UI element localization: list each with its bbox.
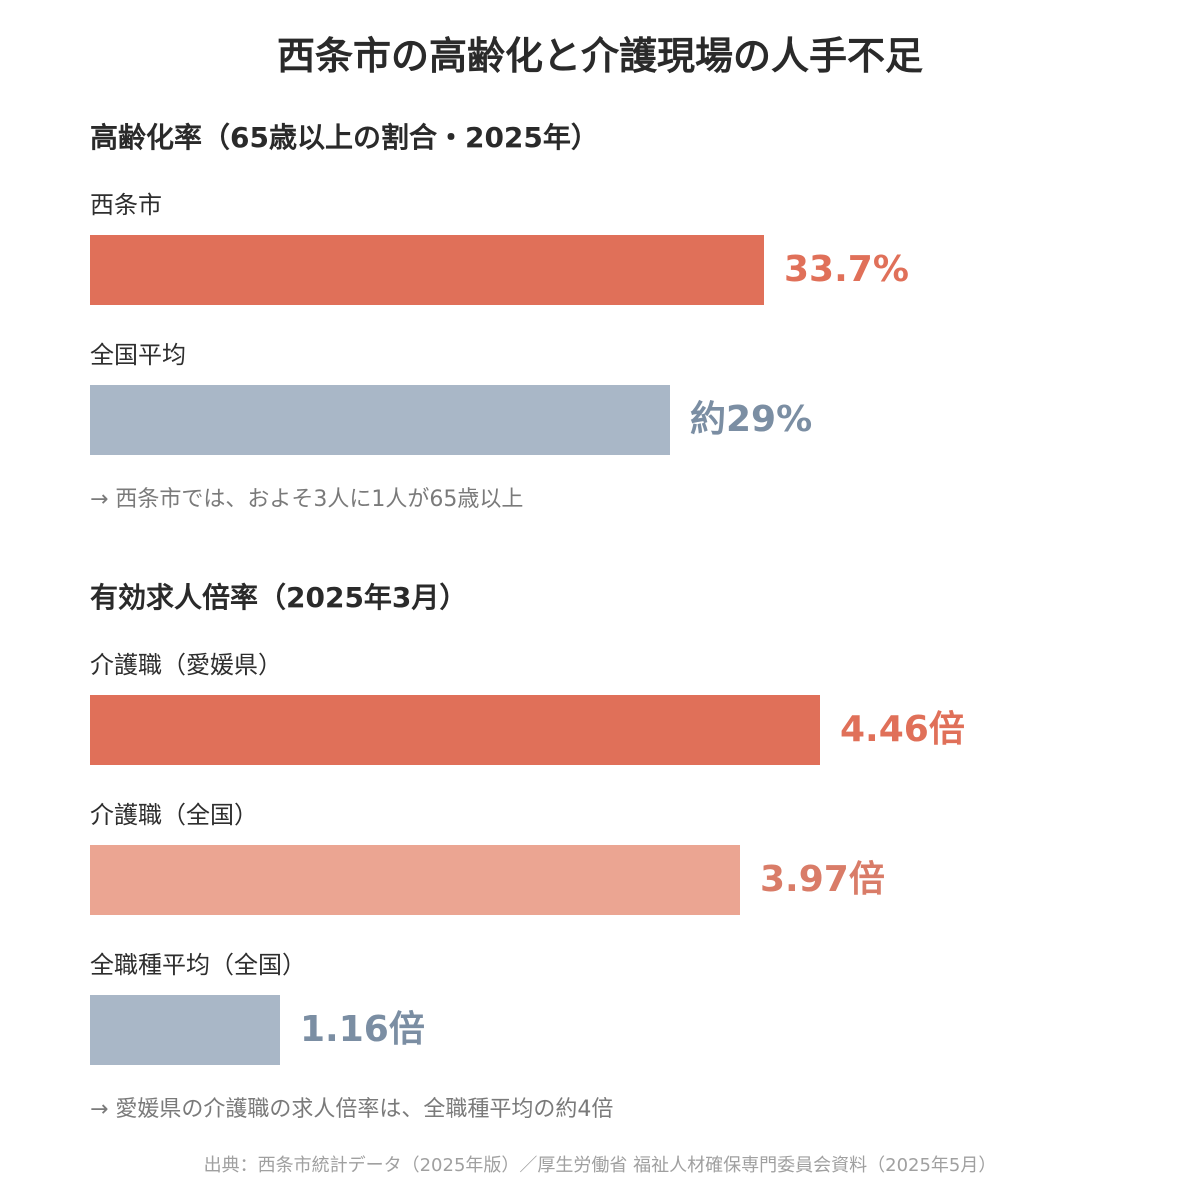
bar-saijo-aging xyxy=(90,235,764,305)
job-ratio-note: → 愛媛県の介護職の求人倍率は、全職種平均の約4倍 xyxy=(90,1097,614,1122)
source-note: 出典：西条市統計データ（2025年版）／厚生労働省 福祉人材確保専門委員会資料（… xyxy=(203,1155,997,1176)
bar-label-care-ehime: 介護職（愛媛県） xyxy=(90,651,282,679)
bar-label-all-jobs-national: 全職種平均（全国） xyxy=(90,951,306,979)
aging-rate-note: → 西条市では、およそ3人に1人が65歳以上 xyxy=(90,487,524,512)
job-ratio-section-title: 有効求人倍率（2025年3月） xyxy=(90,581,468,614)
chart-title: 西条市の高齢化と介護現場の人手不足 xyxy=(276,34,923,78)
bar-label-care-national: 介護職（全国） xyxy=(90,801,258,829)
bar-label-saijo-aging: 西条市 xyxy=(90,191,162,219)
bar-all-jobs-national xyxy=(90,995,280,1065)
bar-care-ehime xyxy=(90,695,820,765)
bar-label-national-aging: 全国平均 xyxy=(90,341,186,369)
value-label-all-jobs-national: 1.16倍 xyxy=(300,1009,425,1050)
value-label-care-ehime: 4.46倍 xyxy=(840,709,965,750)
bar-care-national xyxy=(90,845,740,915)
value-label-national-aging: 約29% xyxy=(690,399,813,440)
bar-national-aging xyxy=(90,385,670,455)
value-label-saijo-aging: 33.7% xyxy=(784,249,909,290)
aging-rate-section-title: 高齢化率（65歳以上の割合・2025年） xyxy=(90,121,599,154)
value-label-care-national: 3.97倍 xyxy=(760,859,885,900)
